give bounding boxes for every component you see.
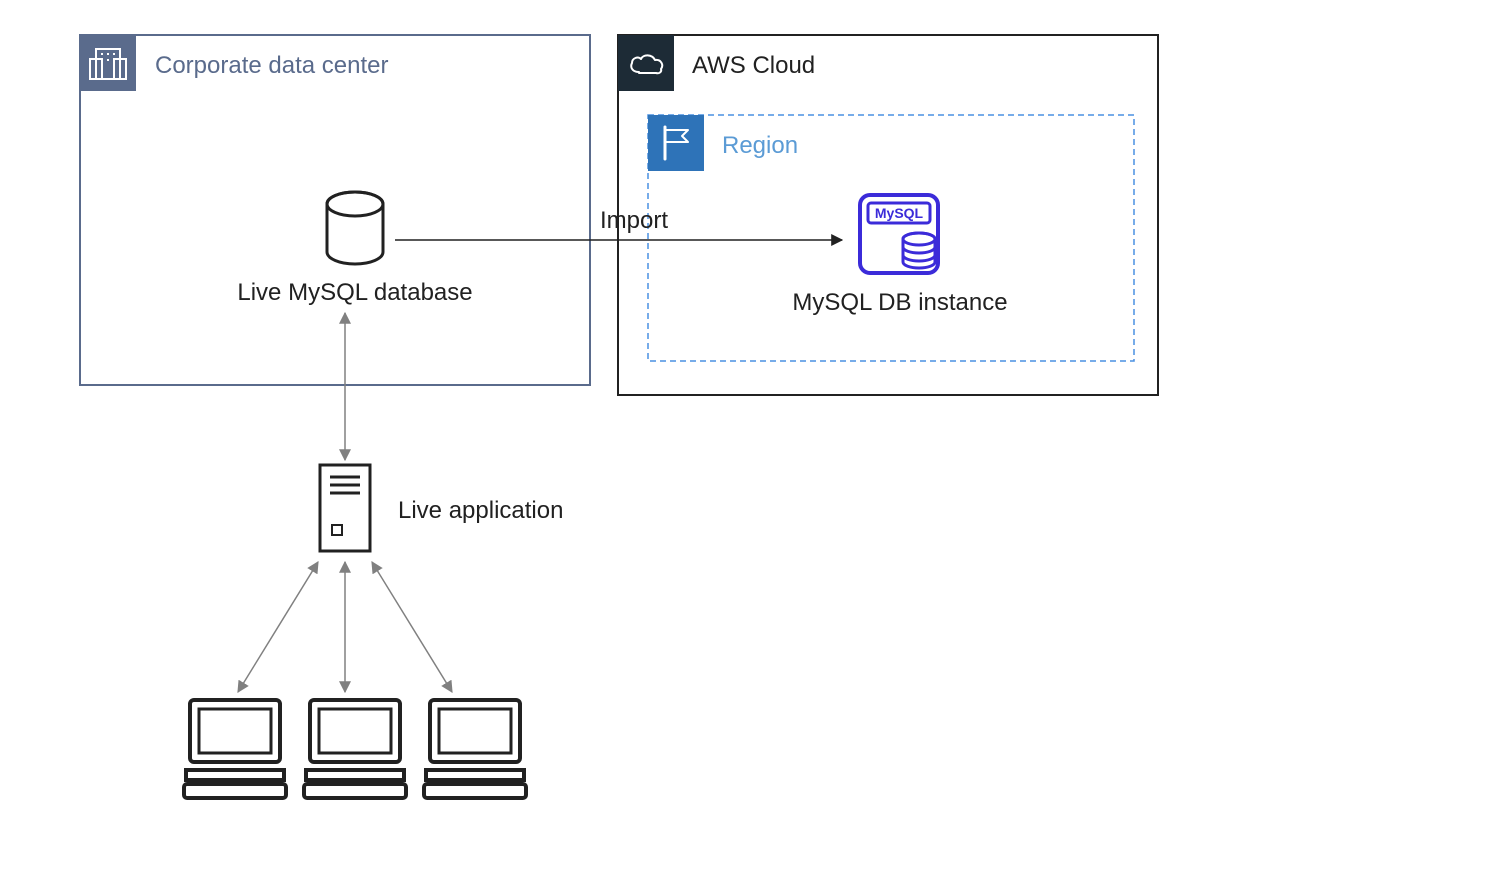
group-region-title: Region xyxy=(722,132,798,159)
rds-mysql-text: MySQL xyxy=(875,205,924,221)
node-live-app-label: Live application xyxy=(398,497,563,524)
node-live-db: Live MySQL database xyxy=(237,192,472,306)
group-corporate-title: Corporate data center xyxy=(155,52,388,79)
node-client-3 xyxy=(424,700,526,798)
server-icon xyxy=(320,465,370,551)
workstation-icon xyxy=(424,700,526,798)
rds-mysql-icon: MySQL xyxy=(860,195,938,273)
node-live-app: Live application xyxy=(320,465,563,551)
group-aws-cloud-title: AWS Cloud xyxy=(692,52,815,79)
cloud-icon-badge xyxy=(618,35,674,91)
workstation-icon xyxy=(304,700,406,798)
node-rds-instance: MySQL MySQL DB instance xyxy=(792,195,1007,316)
edge-app-to-client-3 xyxy=(372,562,452,692)
node-live-db-label: Live MySQL database xyxy=(237,279,472,306)
edge-import-label: Import xyxy=(600,207,668,234)
node-client-2 xyxy=(304,700,406,798)
edge-app-to-client-1 xyxy=(238,562,318,692)
node-rds-instance-label: MySQL DB instance xyxy=(792,289,1007,316)
building-icon-badge xyxy=(80,35,136,91)
workstation-icon xyxy=(184,700,286,798)
database-icon xyxy=(327,192,383,264)
node-client-1 xyxy=(184,700,286,798)
group-region: Region xyxy=(648,115,1134,361)
